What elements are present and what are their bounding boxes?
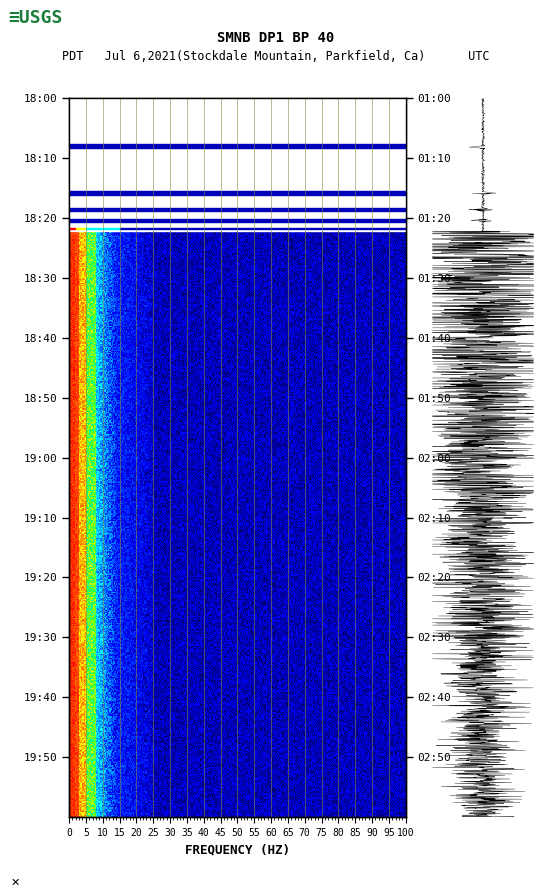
Bar — [69, 98, 406, 231]
Text: PDT   Jul 6,2021(Stockdale Mountain, Parkfield, Ca)      UTC: PDT Jul 6,2021(Stockdale Mountain, Parkf… — [62, 50, 490, 63]
Bar — [69, 229, 76, 230]
Bar — [69, 208, 406, 211]
Text: ≡USGS: ≡USGS — [8, 9, 63, 27]
Bar — [69, 144, 406, 148]
X-axis label: FREQUENCY (HZ): FREQUENCY (HZ) — [185, 843, 290, 856]
Text: SMNB DP1 BP 40: SMNB DP1 BP 40 — [217, 31, 335, 45]
Bar — [69, 220, 406, 221]
Bar — [69, 191, 406, 195]
Bar — [86, 229, 119, 230]
Bar — [76, 229, 86, 230]
Text: ✕: ✕ — [11, 878, 20, 888]
Bar — [119, 229, 406, 230]
